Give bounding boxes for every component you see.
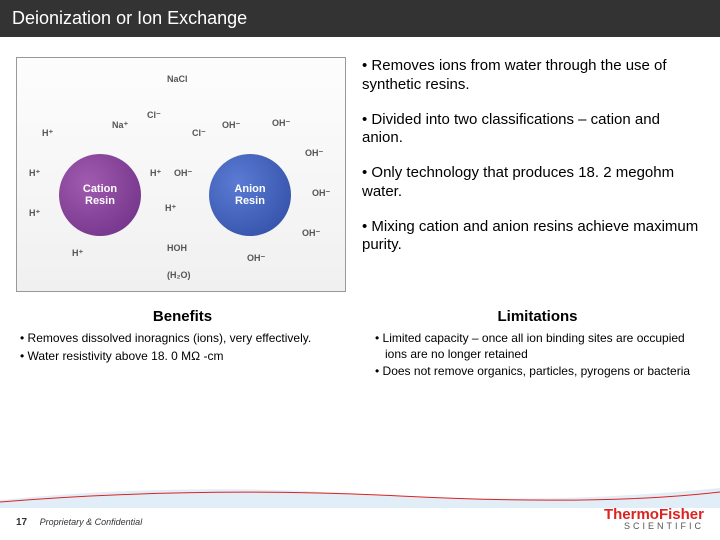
ion-label: OH⁻: [174, 168, 192, 179]
limitations-text: Does not remove organics, particles, pyr…: [383, 364, 690, 378]
diagram-top-label: NaCl: [167, 74, 188, 84]
limitations-item: • Does not remove organics, particles, p…: [375, 364, 700, 380]
benefits-item: • Removes dissolved inoragnics (ions), v…: [20, 331, 345, 347]
benefits-limitations-row: Benefits • Removes dissolved inoragnics …: [0, 308, 720, 382]
ion-label: H⁺: [29, 208, 40, 219]
ion-label: H⁺: [72, 248, 83, 259]
bullet-item: • Mixing cation and anion resins achieve…: [362, 218, 704, 256]
ion-label: OH⁻: [312, 188, 330, 199]
main-bullets: • Removes ions from water through the us…: [362, 57, 704, 292]
ion-label: Cl⁻: [147, 110, 161, 121]
benefits-heading: Benefits: [20, 308, 345, 325]
ion-label: H⁺: [165, 203, 176, 214]
anion-resin-circle: Anion Resin: [209, 154, 291, 236]
logo-line2: SCIENTIFIC: [604, 522, 704, 530]
ion-exchange-diagram: NaCl Cation Resin Anion Resin H⁺ H⁺ H⁺ H…: [16, 57, 346, 292]
footer: 17 Proprietary & Confidential: [16, 517, 142, 528]
cation-resin-label: Cation Resin: [83, 183, 117, 207]
ion-label: H⁺: [42, 128, 53, 139]
bullet-item: • Removes ions from water through the us…: [362, 57, 704, 95]
anion-resin-label: Anion Resin: [234, 183, 265, 207]
benefits-column: Benefits • Removes dissolved inoragnics …: [20, 308, 345, 382]
cation-resin-circle: Cation Resin: [59, 154, 141, 236]
bullet-text: Only technology that produces 18. 2 mego…: [362, 164, 674, 200]
logo-line1: ThermoFisher: [604, 508, 704, 522]
limitations-column: Limitations • Limited capacity – once al…: [375, 308, 700, 382]
benefits-item: • Water resistivity above 18. 0 MΩ -cm: [20, 349, 345, 365]
thermofisher-logo: ThermoFisher SCIENTIFIC: [604, 508, 704, 530]
ion-label: H⁺: [29, 168, 40, 179]
limitations-heading: Limitations: [375, 308, 700, 325]
content-row: NaCl Cation Resin Anion Resin H⁺ H⁺ H⁺ H…: [0, 37, 720, 300]
ion-label: Na⁺: [112, 120, 128, 131]
benefits-items: • Removes dissolved inoragnics (ions), v…: [20, 331, 345, 364]
ion-label: OH⁻: [302, 228, 320, 239]
bullet-text: Divided into two classifications – catio…: [362, 111, 660, 147]
limitations-items: • Limited capacity – once all ion bindin…: [375, 331, 700, 380]
slide-title: Deionization or Ion Exchange: [0, 0, 720, 37]
ion-label: H⁺: [150, 168, 161, 179]
diagram-bottom-label: (H₂O): [167, 270, 191, 280]
ion-label: OH⁻: [305, 148, 323, 159]
ion-label: OH⁻: [247, 253, 265, 264]
benefits-text: Removes dissolved inoragnics (ions), ver…: [28, 331, 312, 345]
footer-wave-graphic: [0, 480, 720, 508]
benefits-text: Water resistivity above 18. 0 MΩ -cm: [28, 349, 224, 363]
ion-label: Cl⁻: [192, 128, 206, 139]
bullet-text: Removes ions from water through the use …: [362, 57, 667, 93]
page-number: 17: [16, 517, 27, 528]
bullet-item: • Only technology that produces 18. 2 me…: [362, 164, 704, 202]
ion-label: OH⁻: [272, 118, 290, 129]
bullet-text: Mixing cation and anion resins achieve m…: [362, 218, 698, 254]
bullet-item: • Divided into two classifications – cat…: [362, 111, 704, 149]
ion-label: OH⁻: [222, 120, 240, 131]
proprietary-note: Proprietary & Confidential: [40, 517, 143, 527]
limitations-item: • Limited capacity – once all ion bindin…: [375, 331, 700, 362]
ion-label: HOH: [167, 243, 187, 253]
limitations-text: Limited capacity – once all ion binding …: [383, 331, 685, 361]
